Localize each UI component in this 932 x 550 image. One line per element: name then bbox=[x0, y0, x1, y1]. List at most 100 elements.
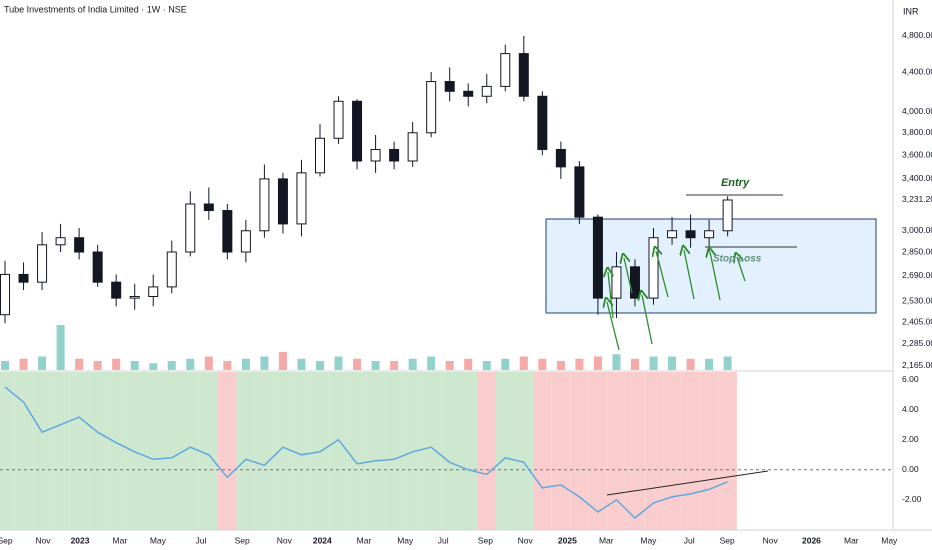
candle-body bbox=[203, 203, 214, 212]
volume-bar bbox=[260, 356, 269, 370]
candle-body bbox=[352, 100, 363, 162]
candle-body bbox=[629, 266, 640, 299]
volume-bar bbox=[686, 358, 695, 370]
candle-body bbox=[240, 230, 251, 253]
volume-bar bbox=[427, 356, 436, 370]
volume-bar bbox=[649, 356, 658, 370]
indicator-band bbox=[273, 372, 293, 530]
indicator-band bbox=[421, 372, 441, 530]
candle-body bbox=[444, 81, 455, 92]
volume-bar bbox=[241, 358, 250, 370]
volume-bar bbox=[334, 356, 343, 370]
indicator-background bbox=[0, 372, 737, 530]
volume-bar bbox=[390, 361, 399, 370]
indicator-band bbox=[533, 372, 552, 530]
volume-bar bbox=[408, 358, 417, 370]
indicator-band bbox=[570, 372, 589, 530]
candle-body bbox=[55, 237, 66, 246]
last-price-label: 3,231.20 bbox=[902, 194, 932, 204]
volume-bar bbox=[130, 361, 139, 370]
indicator-band bbox=[440, 372, 459, 530]
candle-body bbox=[574, 166, 585, 218]
candle-body bbox=[518, 53, 529, 97]
indicator-tick-label: 6.00 bbox=[902, 374, 919, 384]
trend-line bbox=[606, 470, 769, 496]
arrow bbox=[607, 302, 620, 351]
indicator-tick-label: 0.00 bbox=[902, 464, 919, 474]
candle-body bbox=[611, 266, 622, 299]
candle-body bbox=[481, 85, 492, 97]
volume-bar bbox=[56, 325, 65, 370]
x-tick-label: May bbox=[150, 535, 167, 545]
volume-bar bbox=[371, 361, 380, 370]
y-tick-label: 3,000.00 bbox=[902, 225, 932, 235]
indicator-band bbox=[681, 372, 700, 530]
x-tick-label: Mar bbox=[599, 535, 614, 545]
indicator-band bbox=[477, 372, 497, 530]
candle-body bbox=[389, 148, 400, 162]
indicator-band bbox=[162, 372, 182, 530]
volume-bar bbox=[75, 358, 84, 370]
indicator-band bbox=[403, 372, 422, 530]
x-tick-label: 2025 bbox=[558, 535, 577, 545]
indicator-tick-label: 2.00 bbox=[902, 434, 919, 444]
candle-body bbox=[296, 172, 307, 225]
volume-bar bbox=[223, 361, 232, 370]
candle-body bbox=[537, 95, 548, 150]
indicator-band bbox=[199, 372, 219, 530]
indicator-band bbox=[625, 372, 645, 530]
candles bbox=[0, 35, 733, 324]
x-tick-label: Sep bbox=[478, 535, 493, 545]
arrow bbox=[710, 252, 721, 301]
stop-loss-label: Stop Loss bbox=[713, 254, 762, 265]
indicator-band bbox=[14, 372, 33, 530]
candle-body bbox=[111, 281, 122, 299]
arrow bbox=[656, 251, 669, 298]
candle-body bbox=[18, 273, 29, 283]
volume-bar bbox=[575, 358, 584, 370]
y-tick-label: 2,690.00 bbox=[902, 270, 932, 280]
candle-body bbox=[592, 216, 603, 299]
y-tick-label: 2,850.00 bbox=[902, 246, 932, 256]
volume-bar bbox=[186, 358, 195, 370]
arrows bbox=[607, 250, 746, 351]
candle-body bbox=[426, 81, 437, 134]
x-tick-label: Sep bbox=[0, 535, 13, 545]
indicator-band bbox=[69, 372, 89, 530]
indicator-band bbox=[514, 372, 534, 530]
candle-body bbox=[222, 210, 233, 253]
volume-bar bbox=[556, 361, 565, 370]
candle-body bbox=[148, 286, 159, 297]
volume-bar bbox=[501, 358, 510, 370]
entry-label: Entry bbox=[721, 177, 750, 189]
y-tick-label: 4,400.00 bbox=[902, 66, 932, 76]
volume-bar bbox=[93, 361, 102, 370]
arrow bbox=[684, 250, 695, 300]
candle-body bbox=[704, 230, 715, 239]
y-tick-label: 4,000.00 bbox=[902, 106, 932, 116]
candle-body bbox=[370, 148, 381, 162]
volume-bar bbox=[278, 352, 287, 370]
candle-body bbox=[74, 237, 85, 253]
volume-bar bbox=[464, 358, 473, 370]
x-tick-label: Jul bbox=[196, 535, 207, 545]
volume-bar bbox=[593, 356, 602, 370]
volume-bar bbox=[519, 356, 528, 370]
y-tick-label: 2,165.00 bbox=[902, 360, 932, 370]
y-tick-label: 3,800.00 bbox=[902, 127, 932, 137]
indicator-band bbox=[699, 372, 719, 530]
volume-bar bbox=[112, 358, 121, 370]
volume bbox=[1, 325, 732, 370]
x-tick-label: Mar bbox=[844, 535, 859, 545]
indicator-band bbox=[0, 372, 15, 530]
y-tick-label: 3,600.00 bbox=[902, 149, 932, 159]
candle-body bbox=[667, 230, 678, 239]
indicator-band bbox=[384, 372, 404, 530]
x-tick-label: Jul bbox=[684, 535, 695, 545]
candle-body bbox=[333, 100, 344, 139]
indicator-band bbox=[292, 372, 311, 530]
x-tick-label: May bbox=[881, 535, 898, 545]
y-tick-label: 3,400.00 bbox=[902, 173, 932, 183]
indicator-band bbox=[143, 372, 163, 530]
